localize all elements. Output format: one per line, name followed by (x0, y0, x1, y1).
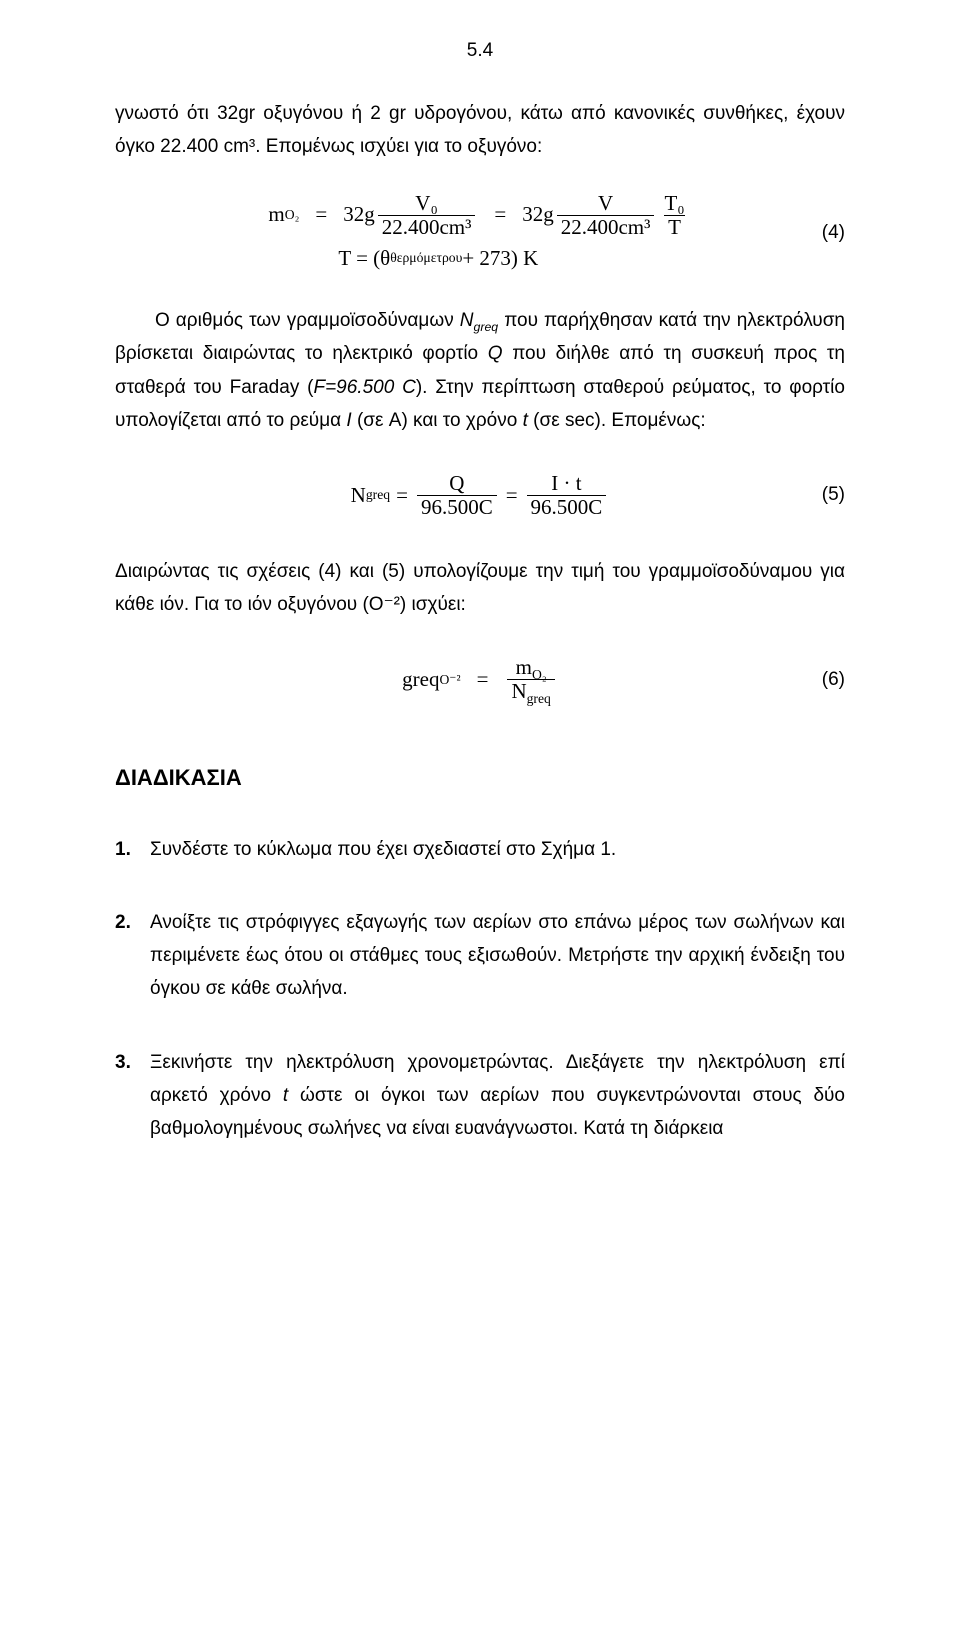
step-1-number: 1. (115, 833, 131, 866)
eq4-frac2b: T₀ T (660, 192, 688, 239)
equation-5-body: Ngreq = Q 96.500C = I · t 96.500C (351, 472, 610, 519)
eq6-frac-num: mO₂ (512, 656, 551, 679)
eq4-frac2b-den: T (664, 215, 685, 239)
equation-4: mO₂ = 32g V₀ 22.400cm³ = 32g V 22.400cm³… (115, 192, 845, 275)
eq4-frac1-num: V₀ (411, 192, 442, 215)
para2-N: N (460, 310, 474, 331)
eq4-row2-head: T = (θ (338, 243, 390, 275)
eq4-eq1: = (315, 199, 327, 231)
eq4-frac1: V₀ 22.400cm³ (378, 192, 476, 239)
para2-text-e: (σε A) και το χρόνο (352, 410, 523, 431)
eq5-lhs: N (351, 483, 366, 508)
eq6-frac-den: Ngreq (507, 679, 554, 703)
eq4-frac2a-den: 22.400cm³ (557, 215, 655, 239)
step-3-number: 3. (115, 1046, 131, 1079)
equation-4-number: (4) (822, 222, 845, 244)
eq4-eq2: = (494, 199, 506, 231)
equation-5: Ngreq = Q 96.500C = I · t 96.500C (5) (115, 465, 845, 525)
eq4-frac2b-num: T₀ (660, 192, 688, 215)
procedure-step-1: 1. Συνδέστε το κύκλωμα που έχει σχεδιαστ… (115, 833, 845, 866)
procedure-list: 1. Συνδέστε το κύκλωμα που έχει σχεδιαστ… (115, 833, 845, 1146)
section-title-procedure: ΔΙΑΔΙΚΑΣΙΑ (115, 765, 845, 791)
step-2-text: Ανοίξτε τις στρόφιγγες εξαγωγής των αερί… (150, 912, 845, 1000)
eq4-frac2a-num: V (594, 192, 617, 215)
eq4-lhs: m (268, 199, 284, 231)
para2-text-f: (σε sec). Επομένως: (528, 410, 706, 431)
eq4-term2-coeff: 32g (522, 199, 554, 231)
eq4-term1-coeff: 32g (343, 199, 375, 231)
eq4-row2-tail: + 273) K (462, 243, 538, 275)
eq5-frac-a: Q 96.500C (417, 472, 497, 519)
eq6-frac-den-var: N (511, 679, 526, 703)
eq6-frac-num-var: m (516, 655, 532, 679)
page: 5.4 γνωστό ότι 32gr οξυγόνου ή 2 gr υδρο… (0, 0, 960, 1638)
step-2-number: 2. (115, 906, 131, 939)
step-1-text: Συνδέστε το κύκλωμα που έχει σχεδιαστεί … (150, 839, 616, 860)
equation-6-number: (6) (822, 669, 845, 691)
para2-text-a: Ο αριθμός των γραμμοϊσοδύναμων (155, 310, 460, 331)
intro-paragraph: γνωστό ότι 32gr οξυγόνου ή 2 gr υδρογόνο… (115, 97, 845, 164)
procedure-step-3: 3. Ξεκινήστε την ηλεκτρόλυση χρονομετρών… (115, 1046, 845, 1146)
eq5-fracA-num: Q (445, 472, 468, 495)
para2-F: F=96.500 C (313, 377, 415, 398)
eq5-fracA-den: 96.500C (417, 495, 497, 519)
equation-6: greqO⁻² = mO₂ Ngreq (6) (115, 650, 845, 710)
eq6-lhs: greq (402, 667, 439, 692)
paragraph-3: Διαιρώντας τις σχέσεις (4) και (5) υπολο… (115, 555, 845, 622)
equation-4-row1: mO₂ = 32g V₀ 22.400cm³ = 32g V 22.400cm³… (268, 192, 691, 239)
page-number: 5.4 (115, 40, 845, 62)
equation-4-body: mO₂ = 32g V₀ 22.400cm³ = 32g V 22.400cm³… (268, 192, 691, 275)
eq5-frac-b: I · t 96.500C (527, 472, 607, 519)
procedure-step-2: 2. Ανοίξτε τις στρόφιγγες εξαγωγής των α… (115, 906, 845, 1006)
equation-5-number: (5) (822, 484, 845, 506)
eq4-frac2a: V 22.400cm³ (557, 192, 655, 239)
equation-4-row2: T = (θθερμόμετρου + 273) K (268, 243, 538, 275)
eq6-frac-den-sub: greq (527, 691, 551, 706)
eq4-frac1-den: 22.400cm³ (378, 215, 476, 239)
paragraph-2: Ο αριθμός των γραμμοϊσοδύναμων Ngreq που… (115, 304, 845, 437)
para2-Q: Q (488, 343, 503, 364)
para2-N-sub: greq (473, 320, 498, 334)
eq6-frac: mO₂ Ngreq (507, 656, 554, 703)
equation-6-body: greqO⁻² = mO₂ Ngreq (402, 656, 558, 703)
eq5-fracB-num: I · t (547, 472, 585, 495)
eq5-fracB-den: 96.500C (527, 495, 607, 519)
